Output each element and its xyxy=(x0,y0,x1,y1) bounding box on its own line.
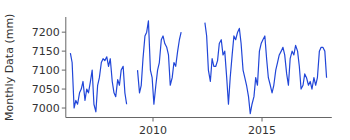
x-tick-label: 2010 xyxy=(139,124,167,137)
y-tick xyxy=(62,70,66,71)
x-axis-line xyxy=(66,117,332,118)
sea-level-line xyxy=(70,21,326,114)
y-tick-label: 7150 xyxy=(32,45,60,58)
y-tick xyxy=(62,51,66,52)
y-tick-label: 7050 xyxy=(32,83,60,96)
y-tick-label: 7200 xyxy=(32,26,60,39)
x-tick-label: 2015 xyxy=(248,124,276,137)
x-tick xyxy=(262,118,263,122)
y-tick-label: 7000 xyxy=(32,102,60,115)
y-tick xyxy=(62,108,66,109)
chart: 7000 7050 7100 7150 7200 2010 2015 Monthly Data… xyxy=(0,0,350,140)
y-tick xyxy=(62,32,66,33)
y-tick xyxy=(62,89,66,90)
plot-area xyxy=(70,21,326,114)
y-axis-label: Monthly Data (mm) xyxy=(3,14,16,121)
y-tick-label: 7100 xyxy=(32,64,60,77)
x-tick xyxy=(153,118,154,122)
